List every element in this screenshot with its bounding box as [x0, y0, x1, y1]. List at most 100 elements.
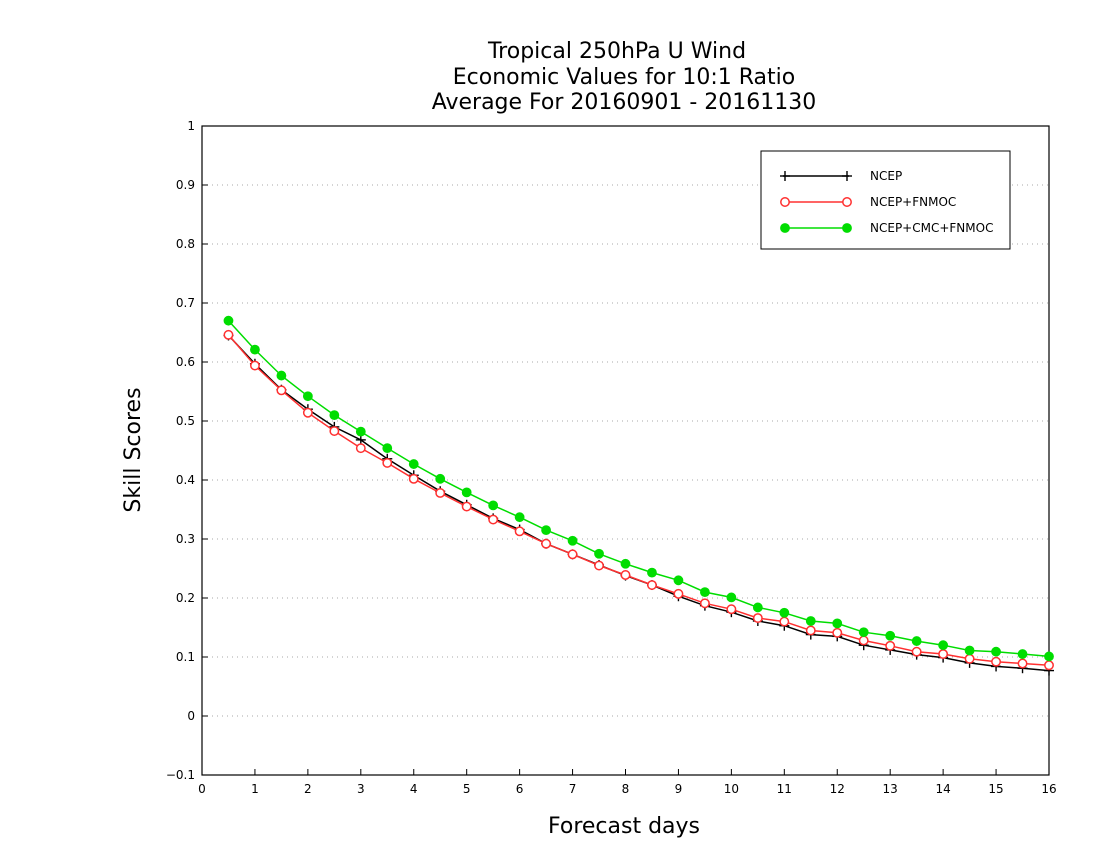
data-point-s2-24: [858, 627, 869, 638]
data-point-s1-21: [779, 616, 790, 627]
data-point-s1-20: [752, 613, 763, 624]
data-point-s2-30: [1017, 649, 1028, 659]
series-lines: [223, 315, 1054, 676]
legend-marker-start-0: [780, 171, 790, 181]
data-point-s2-2: [276, 370, 287, 381]
data-point-s2-22: [805, 616, 816, 626]
y-tick-label-4: 0.3: [176, 532, 195, 546]
data-point-s2-28: [964, 645, 975, 656]
series-line-0: [227, 334, 1050, 672]
chart-title: Tropical 250hPa U Wind Economic Values f…: [432, 39, 817, 115]
chart-title-line-2: Economic Values for 10:1 Ratio: [453, 65, 795, 90]
y-tick-label-2: 0.1: [176, 650, 195, 664]
data-point-s1-1: [249, 360, 260, 371]
legend-marker-start-1: [780, 197, 790, 207]
data-point-s1-27: [938, 649, 949, 659]
x-axis-ticks: 0 1 2 3 4 5 6 7 8 9 10 11 12 13 14 15 16: [198, 769, 1057, 796]
data-point-s2-1: [250, 344, 260, 355]
x-tick-label-3: 3: [357, 782, 365, 796]
series-1: [223, 329, 1054, 671]
data-point-s1-18: [699, 598, 710, 609]
y-tick-label-5: 0.4: [176, 473, 195, 487]
data-point-s1-11: [514, 526, 525, 537]
x-tick-label-1: 1: [251, 782, 259, 796]
data-point-s1-8: [435, 488, 446, 498]
data-point-s1-28: [964, 653, 975, 664]
y-tick-label-9: 0.8: [176, 237, 195, 251]
data-point-s1-4: [329, 426, 340, 436]
legend-marker-start-2: [780, 223, 790, 233]
x-tick-label-11: 11: [777, 782, 792, 796]
data-point-s1-2: [276, 385, 287, 396]
data-point-s1-22: [805, 625, 816, 636]
x-tick-label-6: 6: [516, 782, 524, 796]
series-line-1: [227, 334, 1050, 667]
data-point-s1-30: [1017, 658, 1028, 669]
data-point-s2-5: [355, 426, 366, 437]
data-point-s2-10: [488, 500, 499, 511]
y-tick-label-1: 0: [187, 709, 195, 723]
data-point-s1-13: [567, 549, 578, 560]
data-point-s1-5: [355, 443, 366, 454]
legend-box: [760, 150, 1011, 250]
data-point-s2-7: [408, 459, 419, 469]
series-2: [223, 315, 1054, 662]
y-tick-label-0: −0.1: [166, 768, 195, 782]
x-tick-label-0: 0: [198, 782, 206, 796]
legend: NCEP NCEP+FNMOC NCEP+CMC+FNMOC: [760, 150, 1011, 250]
y-tick-label-11: 1: [187, 119, 195, 133]
data-point-s1-16: [647, 580, 657, 590]
x-tick-label-13: 13: [883, 782, 898, 796]
data-point-s2-17: [673, 575, 684, 586]
x-tick-label-10: 10: [724, 782, 739, 796]
legend-marker-end-1: [842, 197, 852, 207]
y-tick-label-10: 0.9: [176, 178, 195, 192]
data-point-s2-0: [223, 315, 234, 326]
data-point-s1-23: [832, 627, 843, 638]
data-point-s2-8: [435, 473, 446, 484]
data-point-s2-4: [329, 410, 340, 421]
series-line-2: [227, 320, 1050, 658]
data-point-s2-26: [911, 636, 922, 646]
data-point-s1-9: [461, 501, 472, 512]
data-point-s2-27: [938, 640, 949, 651]
legend-marker-end-0: [842, 171, 852, 181]
chart-title-line-3: Average For 20160901 - 20161130: [432, 90, 817, 115]
data-point-s1-24: [858, 635, 869, 646]
data-point-s1-15: [620, 570, 631, 580]
x-tick-label-12: 12: [830, 782, 845, 796]
data-point-s1-6: [382, 457, 393, 468]
data-point-s2-29: [991, 646, 1001, 657]
data-point-s2-11: [514, 512, 525, 523]
data-point-s2-6: [382, 443, 393, 454]
data-point-s1-19: [726, 604, 737, 615]
legend-label-0: NCEP: [870, 169, 902, 183]
x-tick-label-16: 16: [1041, 782, 1056, 796]
series-0: [223, 330, 1054, 676]
data-point-s1-10: [488, 514, 499, 525]
data-point-s2-20: [752, 602, 763, 613]
legend-item-2: NCEP+CMC+FNMOC: [780, 221, 993, 235]
y-tick-label-7: 0.6: [176, 355, 195, 369]
y-tick-label-3: 0.2: [176, 591, 195, 605]
data-point-s2-14: [594, 548, 604, 559]
x-tick-label-7: 7: [569, 782, 577, 796]
data-point-s1-14: [594, 560, 604, 571]
x-tick-label-9: 9: [675, 782, 683, 796]
x-tick-label-4: 4: [410, 782, 418, 796]
legend-marker-end-2: [842, 223, 852, 233]
data-point-s1-25: [885, 640, 896, 651]
legend-label-2: NCEP+CMC+FNMOC: [870, 221, 993, 235]
data-point-s2-25: [885, 630, 896, 641]
x-tick-label-14: 14: [935, 782, 950, 796]
y-tick-label-6: 0.5: [176, 414, 195, 428]
data-point-s2-12: [541, 525, 551, 536]
data-point-s1-0: [223, 329, 234, 340]
data-point-s1-31: [1044, 660, 1054, 671]
data-point-s2-13: [567, 535, 578, 546]
y-axis-ticks: −0.1 0 0.1 0.2 0.3 0.4 0.5 0.6 0.7 0.8 0.9 1: [166, 119, 208, 782]
chart-title-line-1: Tropical 250hPa U Wind: [487, 39, 746, 64]
data-point-s1-3: [302, 407, 313, 418]
data-point-s1-17: [673, 588, 684, 599]
